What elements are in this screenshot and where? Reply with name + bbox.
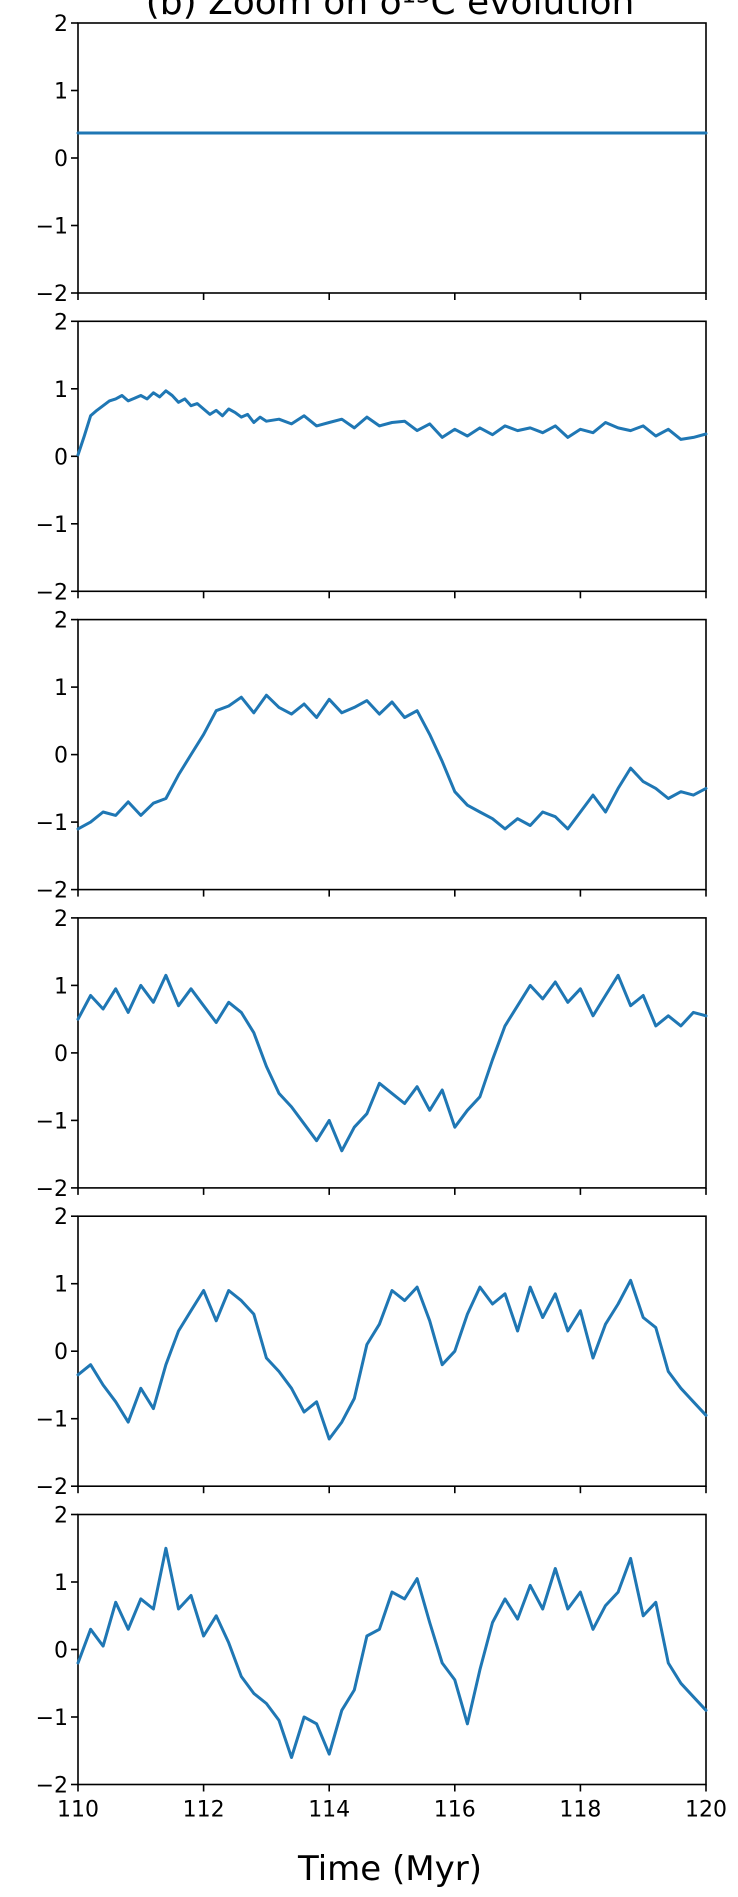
series-line-4 (76, 973, 708, 1153)
x-axis-label: Time (Myr) (297, 1849, 482, 1889)
panel-2: −2 −1 0 1 2 (36, 310, 708, 605)
y-tick-label: −2 (36, 580, 68, 605)
series-line-6 (76, 1546, 708, 1759)
y-tick-label: 1 (54, 974, 68, 999)
panel-frame (77, 917, 707, 1189)
y-tick-label: 2 (54, 1504, 68, 1529)
x-tick-label: 116 (434, 1798, 476, 1823)
y-tick-label: −1 (36, 1706, 68, 1731)
y-tick-label: 0 (54, 1042, 68, 1067)
y-tick-label: −1 (36, 1109, 68, 1134)
y-tick-label: −2 (36, 1774, 68, 1799)
y-tick-label: 1 (54, 1273, 68, 1298)
y-tick-label: 1 (54, 378, 68, 403)
y-tick-label: 0 (54, 147, 68, 172)
y-tick-label: 0 (54, 445, 68, 470)
y-tick-label: 2 (54, 907, 68, 932)
y-tick-label: 0 (54, 1340, 68, 1365)
y-tick-label: 1 (54, 1571, 68, 1596)
panel-frame (77, 320, 707, 593)
panel-frame (77, 1513, 707, 1786)
y-tick-label: 1 (54, 676, 68, 701)
y-tick-label: −1 (36, 1408, 68, 1433)
panel-3: −2 −1 0 1 2 (36, 609, 708, 904)
x-tick-label: 114 (308, 1798, 350, 1823)
chart-title: (b) Zoom on δ¹³C evolution (146, 0, 635, 23)
y-tick-label: 0 (54, 744, 68, 769)
x-tick-label: 120 (685, 1798, 727, 1823)
panel-frame (77, 22, 707, 294)
y-tick-label: −2 (36, 879, 68, 904)
y-tick-label: 0 (54, 1639, 68, 1664)
y-tick-label: 2 (54, 609, 68, 634)
panel-1: −2 −1 0 1 2 (36, 12, 708, 307)
y-tick-label: 1 (54, 80, 68, 105)
panel-frame (77, 618, 707, 891)
y-tick-label: −2 (36, 282, 68, 307)
x-tick-label: 110 (57, 1798, 99, 1823)
x-tick-label: 118 (559, 1798, 601, 1823)
series-line-3 (76, 693, 708, 831)
x-tick-label: 112 (183, 1798, 225, 1823)
y-tick-label: −1 (36, 215, 68, 240)
panel-6: −2 −1 0 1 2 110 112 114 116 118 120 (36, 1504, 727, 1823)
y-tick-label: 2 (54, 12, 68, 37)
y-tick-label: −2 (36, 1475, 68, 1500)
panels-layer: −2 −1 0 1 2 −2 −1 0 1 2 −2 −1 0 1 2 −2 −1 0 1 2 −2 −1 0 1 2 −2 −1 0… (36, 12, 727, 1823)
series-line-5 (76, 1278, 708, 1441)
y-tick-label: −1 (36, 513, 68, 538)
y-tick-label: 2 (54, 1205, 68, 1230)
y-tick-label: −2 (36, 1177, 68, 1202)
series-line-2 (76, 389, 708, 457)
panel-4: −2 −1 0 1 2 (36, 907, 708, 1202)
y-tick-label: −1 (36, 811, 68, 836)
panel-5: −2 −1 0 1 2 (36, 1205, 708, 1500)
y-tick-label: 2 (54, 310, 68, 335)
